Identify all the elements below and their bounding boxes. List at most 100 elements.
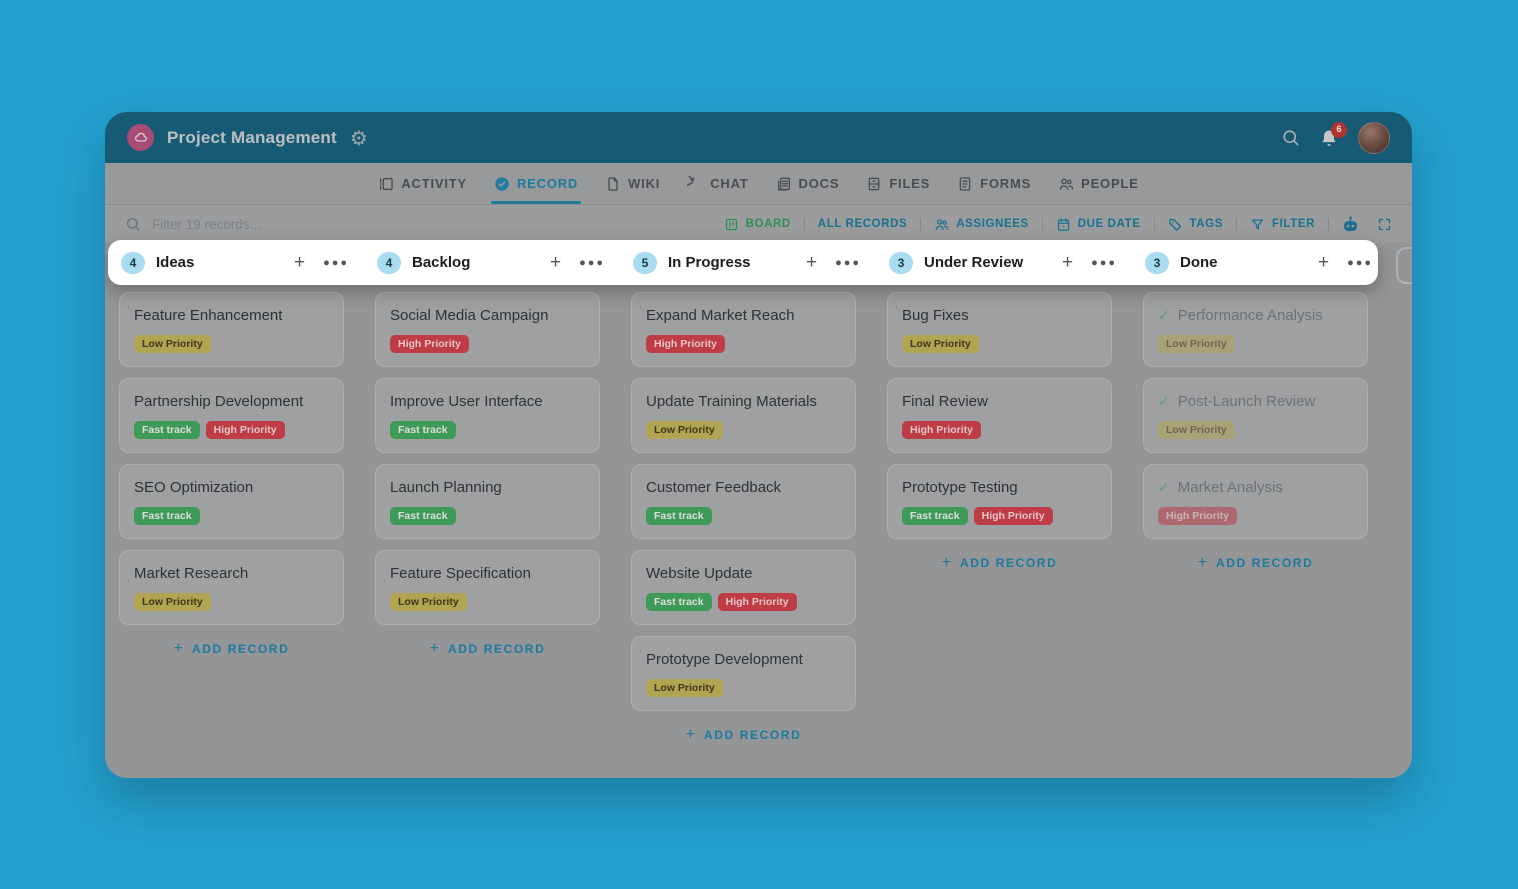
- tab-activity[interactable]: ACTIVITY: [378, 163, 467, 204]
- kanban-card[interactable]: Partnership Development Fast track High P…: [119, 378, 344, 453]
- card-tags: High Priority: [646, 335, 841, 353]
- plus-icon[interactable]: +: [1061, 252, 1074, 273]
- kanban-card[interactable]: Market Research Low Priority: [119, 550, 344, 625]
- tab-wiki[interactable]: WIKI: [605, 163, 660, 204]
- card-title: ✓ Post-Launch Review: [1158, 393, 1353, 411]
- kanban-card[interactable]: Prototype Testing Fast track High Priorit…: [887, 464, 1112, 539]
- ai-robot-icon[interactable]: [1341, 215, 1360, 234]
- add-record-button[interactable]: + ADD RECORD: [119, 641, 344, 657]
- card-title: Final Review: [902, 393, 1097, 411]
- card-tag: High Priority: [717, 593, 797, 611]
- card-title-text: Customer Feedback: [646, 479, 782, 496]
- notifications-bell-icon[interactable]: 6: [1319, 121, 1347, 148]
- tab-people[interactable]: PEOPLE: [1058, 163, 1139, 204]
- tab-record[interactable]: RECORD: [490, 163, 582, 204]
- view-all-records[interactable]: ALL RECORDS: [805, 218, 920, 230]
- filter-records-input[interactable]: [150, 215, 434, 233]
- ellipsis-icon[interactable]: ●●●: [1347, 256, 1373, 269]
- kanban-card[interactable]: Customer Feedback Fast track: [631, 464, 856, 539]
- column-count-badge: 4: [121, 251, 145, 274]
- view-tags[interactable]: TAGS: [1155, 217, 1237, 232]
- column-name: Ideas: [156, 254, 195, 271]
- tab-docs[interactable]: DOCS: [776, 163, 840, 204]
- add-record-button[interactable]: + ADD RECORD: [1143, 555, 1368, 571]
- view-due-date[interactable]: DUE DATE: [1043, 217, 1154, 232]
- kanban-card[interactable]: Launch Planning Fast track: [375, 464, 600, 539]
- fullscreen-icon[interactable]: [1377, 217, 1392, 232]
- search-icon: [125, 216, 141, 232]
- add-record-button[interactable]: + ADD RECORD: [887, 555, 1112, 571]
- tab-forms[interactable]: FORMS: [957, 163, 1031, 204]
- kanban-card[interactable]: Improve User Interface Fast track: [375, 378, 600, 453]
- plus-icon[interactable]: +: [805, 252, 818, 273]
- card-title-text: Performance Analysis: [1177, 307, 1323, 324]
- divider: [1236, 217, 1237, 231]
- card-title-text: Launch Planning: [390, 479, 502, 496]
- ellipsis-icon[interactable]: ●●●: [1091, 256, 1117, 269]
- tab-label: WIKI: [628, 176, 661, 191]
- kanban-card[interactable]: Expand Market Reach High Priority: [631, 292, 856, 367]
- card-title-text: Market Analysis: [1177, 479, 1283, 496]
- tab-label: PEOPLE: [1081, 176, 1139, 191]
- tab-files[interactable]: FILES: [866, 163, 930, 204]
- card-title-text: Partnership Development: [134, 393, 304, 410]
- kanban-card[interactable]: ✓ Market Analysis High Priority: [1143, 464, 1368, 539]
- card-list: Feature Enhancement Low Priority Partner…: [119, 292, 375, 625]
- divider: [1328, 217, 1329, 231]
- add-record-button[interactable]: + ADD RECORD: [375, 641, 600, 657]
- kanban-card[interactable]: Feature Specification Low Priority: [375, 550, 600, 625]
- add-record-button[interactable]: + ADD RECORD: [631, 727, 856, 743]
- kanban-card[interactable]: ✓ Post-Launch Review Low Priority: [1143, 378, 1368, 453]
- kanban-card[interactable]: Prototype Development Low Priority: [631, 636, 856, 711]
- card-tag: High Priority: [390, 335, 470, 353]
- divider: [920, 217, 922, 231]
- column-headers-strip: 4 Ideas + ●●● 4 Backlog + ●●● 5 In Progr…: [108, 240, 1378, 285]
- card-tag: High Priority: [1158, 507, 1238, 525]
- card-tag: High Priority: [205, 421, 285, 439]
- card-title-text: Improve User Interface: [390, 393, 543, 410]
- kanban-card[interactable]: Final Review High Priority: [887, 378, 1112, 453]
- record-check-icon: [494, 176, 510, 192]
- card-tag: Fast track: [902, 507, 968, 525]
- column-name: Done: [1180, 254, 1218, 271]
- column-name: In Progress: [668, 254, 751, 271]
- card-title-text: Feature Enhancement: [134, 307, 283, 324]
- board-view-icon: [724, 217, 739, 232]
- kanban-card[interactable]: Update Training Materials Low Priority: [631, 378, 856, 453]
- gear-icon[interactable]: ⚙: [349, 125, 368, 150]
- card-title: ✓ Market Analysis: [1158, 479, 1353, 497]
- view-assignees[interactable]: ASSIGNEES: [921, 217, 1042, 232]
- kanban-card[interactable]: Bug Fixes Low Priority: [887, 292, 1112, 367]
- card-list: ✓ Performance Analysis Low Priority ✓ Po…: [1143, 292, 1399, 539]
- kanban-card[interactable]: Social Media Campaign High Priority: [375, 292, 600, 367]
- column-header-backlog: 4 Backlog + ●●●: [377, 251, 633, 274]
- card-title: Website Update: [646, 565, 841, 583]
- plus-icon[interactable]: +: [293, 252, 306, 273]
- view-filter[interactable]: FILTER: [1237, 217, 1328, 232]
- ellipsis-icon[interactable]: ●●●: [323, 256, 349, 269]
- kanban-card[interactable]: Feature Enhancement Low Priority: [119, 292, 344, 367]
- search-icon[interactable]: [1281, 128, 1300, 147]
- kanban-card[interactable]: ✓ Performance Analysis Low Priority: [1143, 292, 1368, 367]
- tab-label: ACTIVITY: [401, 176, 467, 191]
- card-tag: Low Priority: [390, 593, 467, 611]
- plus-icon[interactable]: +: [549, 252, 562, 273]
- user-avatar[interactable]: [1358, 121, 1390, 154]
- card-title-text: Prototype Testing: [902, 479, 1018, 496]
- view-board[interactable]: BOARD: [711, 217, 804, 232]
- card-tags: Low Priority: [646, 679, 841, 697]
- next-column-peek: [1396, 247, 1412, 284]
- app-logo: [127, 124, 154, 151]
- tab-chat[interactable]: CHAT: [687, 163, 748, 204]
- kanban-card[interactable]: Website Update Fast track High Priority: [631, 550, 856, 625]
- cloud-icon: [133, 130, 149, 146]
- plus-icon[interactable]: +: [1317, 252, 1330, 273]
- card-title-text: Bug Fixes: [902, 307, 969, 324]
- funnel-icon: [1250, 217, 1265, 232]
- card-title: Feature Specification: [390, 565, 585, 583]
- ellipsis-icon[interactable]: ●●●: [835, 256, 861, 269]
- ellipsis-icon[interactable]: ●●●: [579, 256, 605, 269]
- column-count-badge: 5: [633, 251, 657, 274]
- kanban-card[interactable]: SEO Optimization Fast track: [119, 464, 344, 539]
- card-tags: Low Priority: [134, 335, 329, 353]
